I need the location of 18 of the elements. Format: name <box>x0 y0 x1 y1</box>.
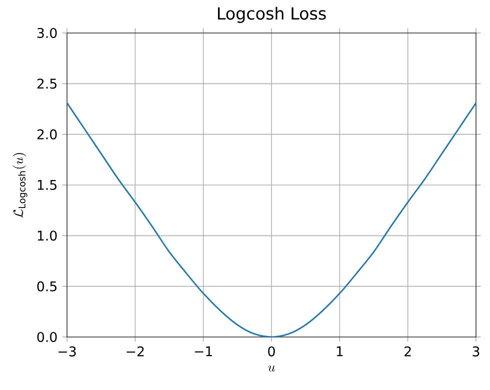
y-tick-label: 0.0 <box>37 332 57 342</box>
x-tick-label: 1 <box>336 346 343 356</box>
y-axis-title: $\mathcal{L}_{\mathrm{Logcosh}}(u)$ <box>12 153 28 218</box>
line-series <box>67 102 476 337</box>
y-tick-label: 2.5 <box>37 78 56 89</box>
x-axis-title: $u$ <box>268 365 275 372</box>
y-tick-label: 0.5 <box>37 281 56 292</box>
x-tick-label: 3 <box>472 346 480 356</box>
x-tick-label: −3 <box>58 346 76 356</box>
x-tick-label: 2 <box>404 346 411 356</box>
y-tick-label: 1.0 <box>38 230 57 241</box>
x-tick-label: 0 <box>268 346 275 356</box>
x-tick-label: −2 <box>126 346 144 356</box>
x-tick-label: −1 <box>194 346 212 356</box>
y-tick-label: 2.0 <box>37 129 57 140</box>
chart-title: Logcosh Loss <box>218 6 326 23</box>
y-tick-label: 3.0 <box>37 28 57 38</box>
y-tick-label: 1.5 <box>38 180 56 190</box>
